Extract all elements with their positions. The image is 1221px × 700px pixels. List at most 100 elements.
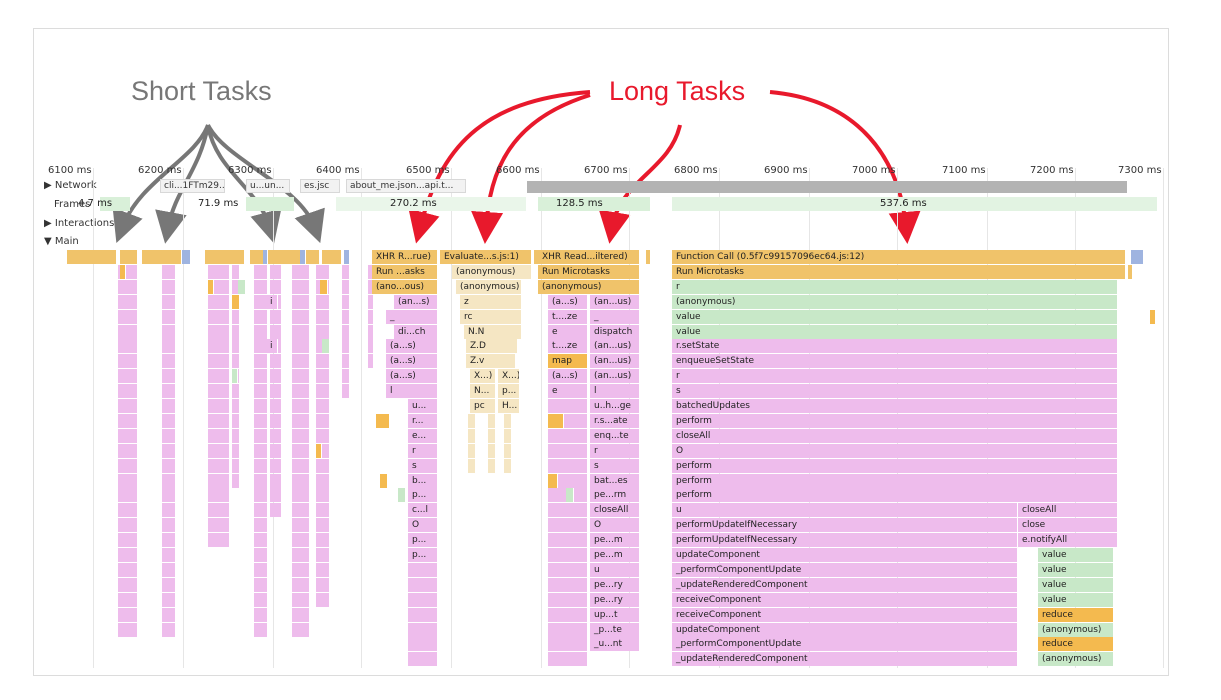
flame-entry — [548, 503, 588, 518]
task-marker — [186, 250, 191, 264]
flame-entry — [254, 399, 268, 413]
flame-entry — [118, 294, 138, 309]
flame-entry: (anonymous) — [456, 279, 522, 294]
flame-entry — [162, 443, 176, 458]
flame-entry — [118, 607, 138, 622]
network-track-toggle[interactable]: ▶ Network — [44, 180, 97, 191]
flame-entry: _performComponentUpdate — [672, 562, 1018, 577]
flame-entry — [254, 384, 268, 399]
flame-entry — [208, 473, 230, 488]
flame-entry — [292, 518, 310, 533]
flame-entry — [162, 324, 176, 339]
flame-entry — [208, 458, 230, 473]
flame-entry: reduce — [1038, 607, 1114, 622]
flame-entry — [566, 488, 574, 503]
flame-entry — [468, 428, 476, 443]
expand-arrow-icon: ▶ — [44, 218, 55, 229]
flame-entry: updateComponent — [672, 622, 1018, 637]
network-request-chip: u...un... — [246, 179, 290, 193]
flame-entry — [548, 413, 564, 428]
flame-entry — [292, 339, 310, 354]
flame-entry: (ano...ous) — [372, 279, 438, 294]
flame-entry: r — [672, 279, 1118, 294]
flame-entry: map — [548, 354, 588, 369]
flame-entry — [316, 428, 330, 443]
flame-entry — [254, 518, 268, 533]
flame-entry — [208, 428, 230, 443]
time-gridline — [541, 168, 542, 668]
flame-entry: (anonymous) — [1038, 652, 1114, 667]
flame-entry: (a...s) — [386, 369, 438, 384]
flame-entry — [468, 413, 476, 428]
frame-duration-label: 4.7 ms — [78, 198, 113, 209]
time-gridline — [93, 168, 94, 668]
flame-entry: Evaluate...s.js:1) — [440, 250, 532, 264]
flame-entry: closeAll — [590, 503, 640, 518]
flame-entry — [368, 294, 374, 309]
flame-entry: r... — [408, 413, 438, 428]
interactions-track-toggle[interactable]: ▶ Interactions — [44, 218, 115, 229]
flame-entry — [504, 458, 512, 473]
flame-entry — [342, 354, 350, 369]
flame-entry — [270, 279, 282, 294]
flame-entry: reduce — [1038, 637, 1114, 652]
flame-entry — [270, 324, 282, 339]
flame-entry: (a...s) — [386, 354, 438, 369]
flame-entry: (a...s) — [548, 294, 588, 309]
network-request-chip: about_me.json...api.t... — [346, 179, 466, 193]
flame-entry: value — [1038, 562, 1114, 577]
flame-entry — [162, 339, 176, 354]
frame-duration-label: 128.5 ms — [556, 198, 603, 209]
flame-entry — [468, 443, 476, 458]
flame-entry: perform — [672, 488, 1118, 503]
flame-entry — [208, 294, 230, 309]
flame-entry — [548, 399, 588, 413]
flame-entry: X...) — [498, 369, 520, 384]
flame-entry — [254, 354, 268, 369]
flame-entry: closeAll — [672, 428, 1118, 443]
flame-entry — [232, 473, 240, 488]
task-bar — [67, 250, 117, 264]
flame-entry — [292, 279, 310, 294]
flame-entry — [238, 279, 246, 294]
flame-entry — [368, 324, 374, 339]
flame-entry: enqueueSetState — [672, 354, 1118, 369]
flame-entry — [292, 413, 310, 428]
flame-entry: e.notifyAll — [1018, 533, 1118, 548]
flame-entry: (a...s) — [386, 339, 438, 354]
flame-entry — [316, 264, 330, 279]
main-track-toggle[interactable]: ▼ Main — [44, 236, 79, 247]
time-tick-label: 6100 ms — [48, 165, 92, 176]
flame-entry — [316, 518, 330, 533]
flame-entry: closeAll — [1018, 503, 1118, 518]
flame-entry: _ — [386, 309, 438, 324]
frame-bar — [672, 197, 1157, 211]
flame-entry — [270, 443, 282, 458]
flame-entry — [118, 592, 138, 607]
flame-entry — [270, 354, 282, 369]
flame-entry — [208, 413, 230, 428]
flame-entry — [488, 443, 496, 458]
flame-entry — [548, 473, 558, 488]
time-gridline — [183, 168, 184, 668]
flame-entry: bat...es — [590, 473, 640, 488]
flame-entry: e — [548, 324, 588, 339]
frame-bar — [538, 197, 650, 211]
time-tick-label: 6600 ms — [496, 165, 540, 176]
frame-bar — [100, 197, 130, 211]
task-marker — [1138, 250, 1144, 264]
flame-entry — [292, 324, 310, 339]
flame-entry: value — [1038, 548, 1114, 562]
flame-entry — [504, 413, 512, 428]
flame-entry — [316, 369, 330, 384]
flame-entry: performUpdateIfNecessary — [672, 518, 1018, 533]
flame-entry — [1150, 309, 1156, 324]
flame-entry: Run ...asks — [372, 264, 438, 279]
flame-entry — [254, 279, 268, 294]
flame-entry — [292, 577, 310, 592]
flame-entry: perform — [672, 458, 1118, 473]
task-marker — [300, 250, 306, 264]
flame-entry — [376, 413, 390, 428]
flame-entry — [548, 458, 588, 473]
flame-entry: e — [548, 384, 588, 399]
